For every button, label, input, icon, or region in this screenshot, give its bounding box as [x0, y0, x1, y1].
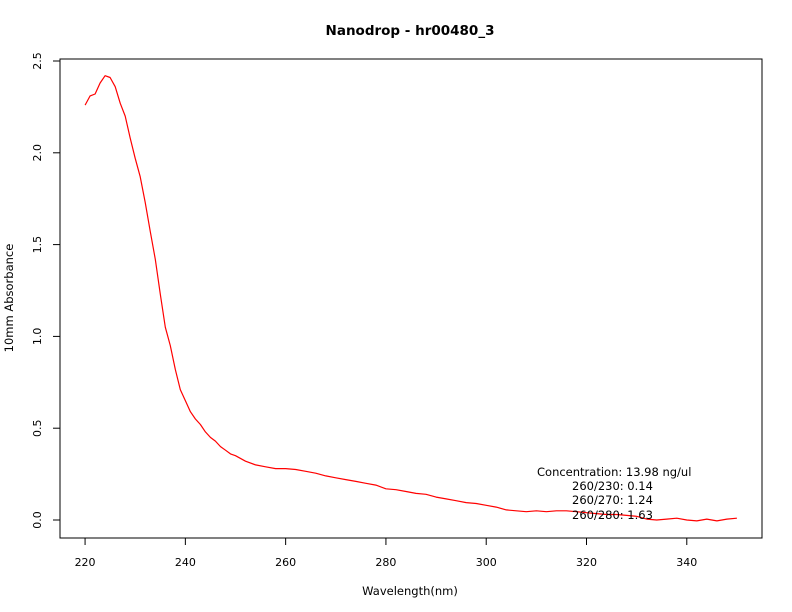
annotation-concentration: Concentration: 13.98 ng/ul	[537, 465, 691, 479]
x-tick-label-220: 220	[75, 556, 96, 569]
plot-frame	[59, 58, 763, 539]
x-axis-label: Wavelength(nm)	[362, 584, 458, 598]
y-axis: 0.0 0.5 1.0 1.5 2.0 2.5	[31, 52, 60, 529]
annotation-block: Concentration: 13.98 ng/ul 260/230: 0.14…	[537, 465, 691, 522]
y-tick-label-1.5: 1.5	[31, 236, 44, 254]
series-layer	[84, 75, 737, 522]
chart-title: Nanodrop - hr00480_3	[326, 23, 495, 39]
y-tick-label-0.5: 0.5	[31, 419, 44, 437]
x-tick-label-300: 300	[476, 556, 497, 569]
annotation-ratio-260-270: 260/270: 1.24	[572, 493, 653, 507]
annotation-ratio-260-230: 260/230: 0.14	[572, 479, 653, 493]
series-line-0	[84, 75, 737, 522]
y-axis-label: 10mm Absorbance	[2, 244, 16, 353]
x-tick-label-240: 240	[175, 556, 196, 569]
x-tick-label-340: 340	[676, 556, 697, 569]
y-tick-label-0.0: 0.0	[31, 511, 44, 529]
annotation-ratio-260-280: 260/280: 1.63	[572, 508, 653, 522]
x-tick-label-260: 260	[275, 556, 296, 569]
x-axis: 220 240 260 280 300 320 340	[75, 538, 697, 569]
x-tick-label-320: 320	[576, 556, 597, 569]
x-tick-label-280: 280	[375, 556, 396, 569]
y-tick-label-2.5: 2.5	[31, 52, 44, 70]
y-tick-label-1.0: 1.0	[31, 328, 44, 346]
y-tick-label-2.0: 2.0	[31, 144, 44, 162]
